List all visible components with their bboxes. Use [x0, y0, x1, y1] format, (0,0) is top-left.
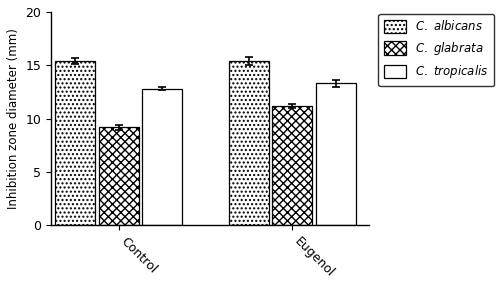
Bar — [55, 61, 95, 225]
Y-axis label: Inhibition zone diameter (mm): Inhibition zone diameter (mm) — [7, 28, 20, 209]
Bar — [228, 61, 268, 225]
Bar — [98, 127, 138, 225]
Bar — [315, 84, 355, 225]
Bar — [142, 89, 181, 225]
Legend: $\it{C.\ albicans}$, $\it{C.\ glabrata}$, $\it{C.\ tropicalis}$: $\it{C.\ albicans}$, $\it{C.\ glabrata}$… — [378, 13, 493, 86]
Bar — [272, 106, 312, 225]
